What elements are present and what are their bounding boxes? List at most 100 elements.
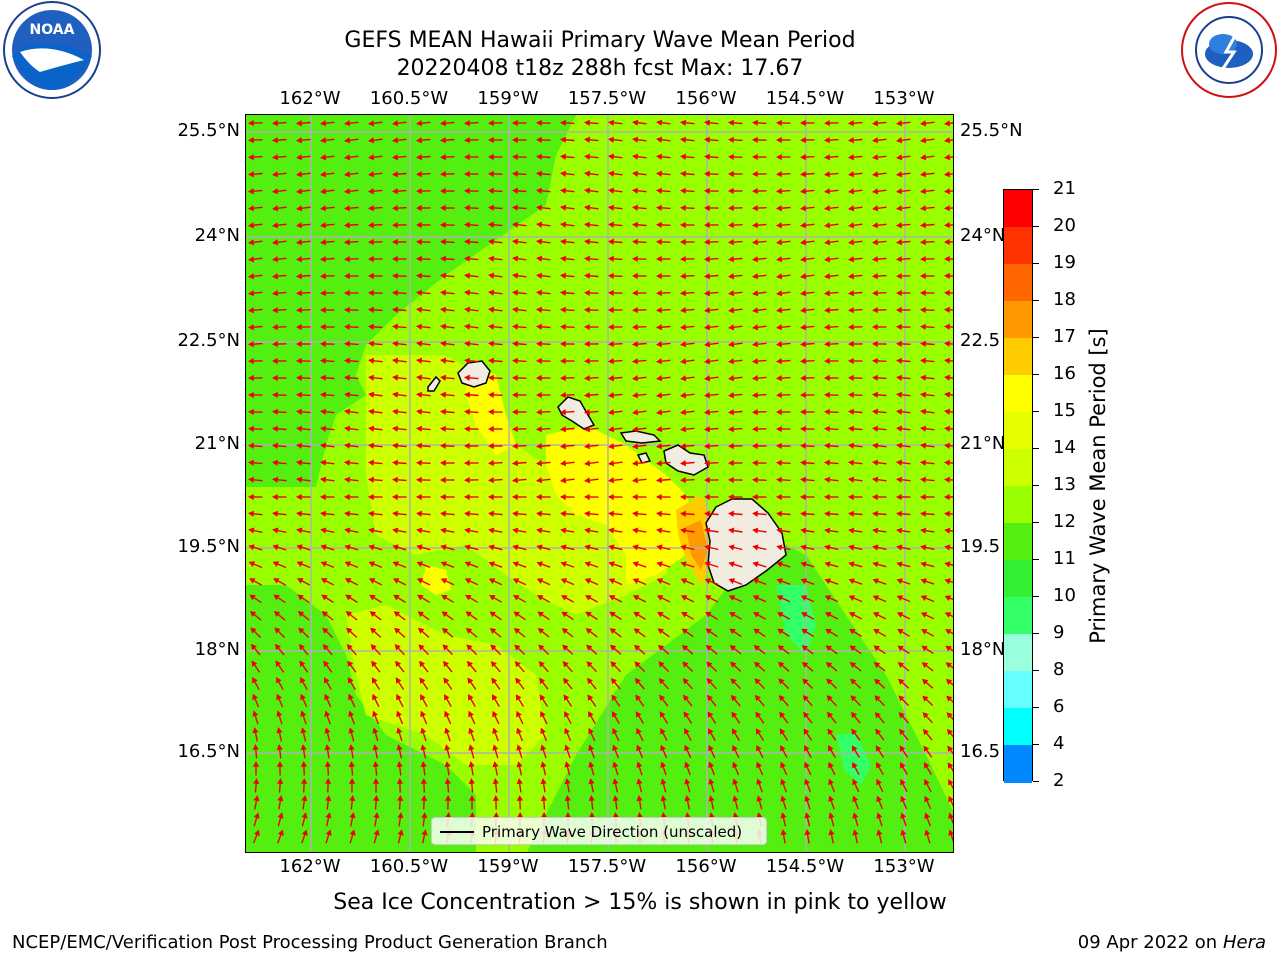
wave-vector-head (800, 493, 806, 501)
wave-vector-head (488, 204, 494, 211)
colorbar-tick-mark (1033, 744, 1039, 745)
wave-vector-head (708, 761, 715, 768)
wave-vector-head (272, 374, 278, 382)
wave-vector-head (272, 188, 279, 195)
wave-vector-head (800, 408, 806, 416)
wave-vector-head (370, 644, 377, 651)
wave-vector-head (800, 205, 807, 212)
wave-vector-head (924, 812, 931, 819)
wave-vector-head (728, 307, 735, 314)
wave-vector-head (848, 154, 855, 161)
wave-vector-head (584, 375, 590, 382)
wave-vector-head (944, 272, 950, 279)
wave-vector-head (824, 510, 830, 517)
wave-vector-head (464, 170, 470, 178)
wave-vector-head (848, 188, 855, 195)
wave-vector-head (492, 727, 499, 734)
colorbar-tick-label: 21 (1053, 178, 1076, 199)
wave-vector-head (632, 510, 638, 517)
wave-vector-head (611, 711, 618, 718)
wave-vector-head (776, 239, 783, 246)
wave-vector-head (345, 594, 352, 601)
wave-vector-head (632, 375, 639, 382)
wave-vector-head (728, 375, 735, 382)
wave-vector-head (825, 628, 832, 635)
wave-vector-head (512, 426, 518, 433)
wave-vector-head (632, 272, 638, 280)
wave-vector-head (368, 561, 375, 568)
wave-vector-head (540, 778, 547, 785)
wave-vector-head (248, 120, 254, 127)
wave-vector-head (896, 510, 902, 517)
wave-vector-head (920, 442, 927, 449)
wave-vector-head (248, 136, 254, 144)
wave-vector-head (704, 204, 710, 212)
wave-vector-head (396, 761, 403, 768)
wave-vector-head (272, 205, 279, 212)
wave-vector-head (515, 677, 522, 684)
wave-vector-head (276, 744, 283, 751)
wave-vector-head (828, 778, 834, 786)
wave-vector-head (512, 323, 519, 330)
wave-vector-head (516, 744, 523, 751)
wave-vector-head (946, 712, 953, 719)
wave-vector-head (608, 578, 616, 584)
wave-vector-head (536, 374, 542, 382)
wave-vector-head (248, 239, 255, 246)
wave-vector-head (896, 442, 903, 449)
wave-vector-head (368, 272, 374, 280)
wave-vector-head (368, 442, 375, 449)
wave-vector-head (872, 527, 879, 534)
wave-vector-head (824, 120, 830, 127)
wave-vector-head (752, 510, 758, 517)
wave-vector-head (944, 137, 951, 144)
wave-vector-head (440, 272, 447, 279)
wave-vector-head (680, 324, 687, 331)
wave-vector-head (560, 375, 566, 382)
wave-vector-head (729, 645, 737, 652)
wave-vector-head (536, 544, 543, 551)
wave-vector-head (704, 459, 710, 467)
wave-vector-head (896, 476, 903, 483)
wave-vector-head (560, 289, 566, 296)
colorbar-tick-mark (1033, 781, 1039, 782)
wave-vector-head (512, 204, 519, 211)
wave-vector-head (920, 340, 926, 347)
wave-vector-head (732, 761, 738, 769)
wave-vector-head (368, 137, 375, 144)
wave-vector-head (680, 136, 687, 143)
wave-vector-head (608, 510, 614, 517)
wave-vector-head (464, 527, 471, 534)
wave-vector-head (540, 795, 547, 801)
wave-vector-head (370, 627, 377, 634)
wave-vector-head (368, 323, 374, 330)
wave-vector-head (392, 408, 399, 415)
wave-vector-head (440, 340, 447, 347)
wave-vector-head (296, 561, 304, 567)
wave-vector-head (656, 426, 663, 433)
wave-vector-head (728, 221, 734, 229)
wave-vector-head (636, 744, 642, 752)
wave-vector-head (512, 306, 519, 313)
wave-vector-head (512, 595, 520, 601)
wave-vector-head (512, 272, 519, 279)
wave-vector-head (488, 255, 495, 262)
wave-vector-head (417, 611, 424, 618)
wave-vector-head (392, 493, 398, 501)
wave-vector-head (489, 611, 496, 618)
wave-vector-head (800, 290, 807, 297)
wave-vector-head (248, 307, 255, 314)
wave-vector-head (344, 510, 351, 517)
wave-vector-head (920, 595, 928, 601)
wave-vector-head (944, 205, 950, 212)
wave-vector-head (872, 544, 879, 551)
wave-vector-head (464, 136, 470, 144)
wave-vector-head (248, 459, 254, 466)
wave-vector-head (320, 323, 326, 331)
wave-vector-head (296, 154, 303, 161)
wave-vector-head (608, 595, 616, 601)
wave-vector-head (752, 341, 759, 348)
wave-vector-head (704, 578, 711, 585)
wave-vector-head (680, 544, 687, 551)
wave-vector-head (897, 628, 904, 635)
